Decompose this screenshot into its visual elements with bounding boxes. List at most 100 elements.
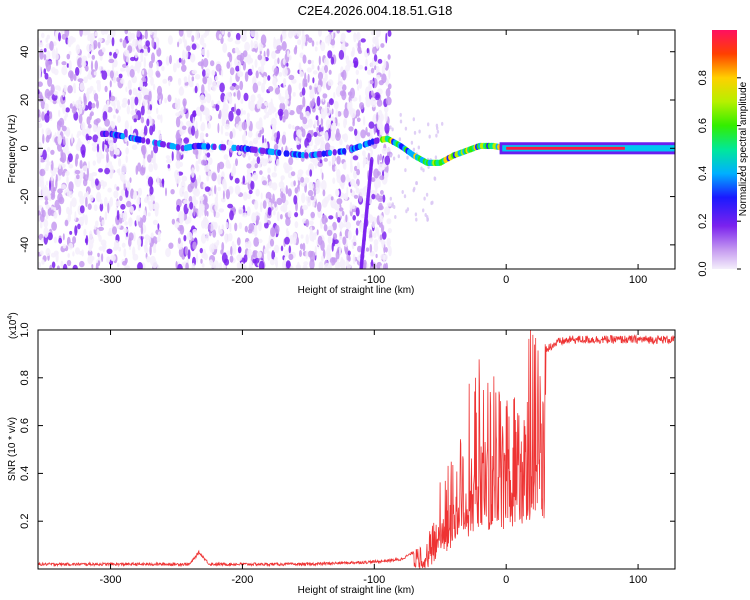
spectrogram-noise-blob xyxy=(45,211,49,220)
spectrogram-noise-blob xyxy=(38,109,41,118)
spectrogram-noise-blob xyxy=(130,109,136,116)
spectrogram-noise-blob xyxy=(72,236,77,244)
spectrogram-ridge-cell xyxy=(297,151,303,158)
spectrogram-noise-blob xyxy=(371,92,376,98)
spectrogram-noise-blob xyxy=(369,229,373,239)
spectrogram-noise-blob xyxy=(226,30,233,33)
spectrogram-noise-blob xyxy=(132,38,139,47)
spectrogram-noise-blob xyxy=(263,213,268,224)
spectrogram-noise-blob xyxy=(276,197,283,206)
spectrogram-noise-blob xyxy=(355,69,359,76)
spectrogram-noise-blob xyxy=(320,142,325,153)
spectrogram-noise-blob xyxy=(384,123,390,134)
spectrogram-noise-blob xyxy=(229,75,233,86)
colorbar-tick-label: 0.6 xyxy=(697,118,709,133)
spectrogram-noise-blob xyxy=(252,250,259,259)
spectrogram-noise-blob xyxy=(293,46,298,55)
spectrogram-noise-blob xyxy=(234,84,240,91)
spectrogram-noise-blob xyxy=(252,137,258,145)
spectrogram-noise-blob xyxy=(64,219,69,227)
spectrogram-noise-blob xyxy=(377,197,384,202)
spectrogram-noise-blob xyxy=(215,103,220,112)
snr-series-line xyxy=(38,330,675,569)
spectrogram-noise-blob xyxy=(235,158,238,167)
spectrogram-noise-blob xyxy=(232,162,236,174)
spectrogram-noise-blob xyxy=(227,31,231,38)
spectrogram-noise-blob xyxy=(183,235,187,242)
spectrogram-noise-blob xyxy=(143,48,149,57)
spectrogram-noise-blob xyxy=(217,100,221,106)
spectrogram-noise-blob xyxy=(65,170,70,176)
spectrogram-noise-blob xyxy=(317,235,323,246)
spectrogram-noise-blob xyxy=(204,30,211,33)
spectrogram-noise-blob xyxy=(133,190,138,199)
spectrogram-noise-blob xyxy=(213,260,219,269)
spectrogram-noise-blob xyxy=(214,75,219,81)
spectrogram-noise-blob xyxy=(222,190,225,200)
spectrogram-noise-blob xyxy=(206,152,211,158)
spectrogram-noise-blob xyxy=(76,174,80,180)
spectrogram-noise-blob xyxy=(207,223,211,231)
snr-x-ticks: -300 -200 -100 0 100 xyxy=(100,330,647,586)
spectrogram-noise-blob xyxy=(180,106,185,117)
spectrogram-noise-blob xyxy=(337,122,341,127)
spectrogram-noise-blob xyxy=(199,247,203,254)
spectrogram-noise-blob xyxy=(96,79,101,85)
spectrogram-noise-blob xyxy=(260,157,264,165)
spectrogram-noise-blob xyxy=(38,122,43,129)
spectrogram-noise-blob xyxy=(178,87,185,96)
spectrogram-noise-blob xyxy=(175,160,181,169)
spectrogram-noise-blob xyxy=(73,88,77,94)
spectrogram-noise-blob xyxy=(202,248,206,257)
spectrogram-noise-blob xyxy=(39,221,43,229)
colorbar-gradient xyxy=(712,30,737,269)
x-tick-label: -100 xyxy=(363,274,385,286)
spectrogram-noise-blob xyxy=(246,172,252,182)
spectrogram-noise-blob xyxy=(375,227,379,234)
spectrogram-noise-blob xyxy=(381,147,388,155)
spectrogram-noise-blob xyxy=(135,88,138,97)
spectrogram-noise-blob xyxy=(42,133,45,144)
spectrogram-noise-blob xyxy=(142,214,147,223)
spectrogram-noise-blob xyxy=(118,246,121,252)
spectrogram-noise-blob xyxy=(234,244,237,255)
spectrogram-noise-blob xyxy=(257,81,262,86)
spectrogram-noise-blob xyxy=(114,96,118,102)
spectrogram-noise-blob xyxy=(248,57,254,64)
spectrogram-noise-blob xyxy=(127,31,132,42)
spectrogram-noise-blob xyxy=(156,176,160,186)
spectrogram-noise-blob xyxy=(204,202,209,210)
spectrogram-noise-blob xyxy=(149,104,153,111)
spectrogram-noise-blob xyxy=(272,124,277,132)
spectrogram-noise-blob xyxy=(373,54,378,62)
spectrogram-noise-blob xyxy=(191,35,195,43)
spectrogram-noise-blob xyxy=(367,69,372,75)
spectrogram-noise-blob xyxy=(298,82,302,91)
spectrogram-noise-blob xyxy=(49,264,53,269)
spectrogram-noise-blob xyxy=(100,199,103,205)
spectrogram-noise-blob xyxy=(296,129,302,138)
spectrogram-noise-blob xyxy=(314,245,317,256)
spectrogram-noise-blob xyxy=(91,102,96,109)
spectrogram-noise-blob xyxy=(315,115,319,121)
spectrogram-noise-blob xyxy=(322,189,326,197)
spectrogram-noise-blob xyxy=(314,120,317,129)
spectrogram-noise-blob xyxy=(91,146,97,152)
spectrogram-noise-blob xyxy=(109,70,114,79)
spectrogram-noise-blob xyxy=(334,203,339,211)
spectrogram-noise-blob xyxy=(38,81,43,87)
spectrogram-noise-blob xyxy=(319,136,324,143)
spectrogram-noise-blob xyxy=(140,105,145,116)
spectrogram-noise-blob xyxy=(331,30,334,40)
spectrogram-noise-blob xyxy=(124,30,129,35)
spectrogram-noise-blob xyxy=(176,204,181,212)
spectrogram-noise-blob xyxy=(177,237,181,244)
spectrogram-noise-blob xyxy=(193,205,196,217)
spectrogram-noise-blob xyxy=(195,43,200,49)
spectrogram-noise-blob xyxy=(61,61,67,66)
spectrogram-noise-blob xyxy=(175,112,181,117)
spectrogram-noise-blob xyxy=(211,81,217,92)
spectrogram-noise-blob xyxy=(422,168,425,173)
spectrogram-noise-blob xyxy=(41,259,45,265)
spectrogram-noise-blob xyxy=(406,155,409,160)
